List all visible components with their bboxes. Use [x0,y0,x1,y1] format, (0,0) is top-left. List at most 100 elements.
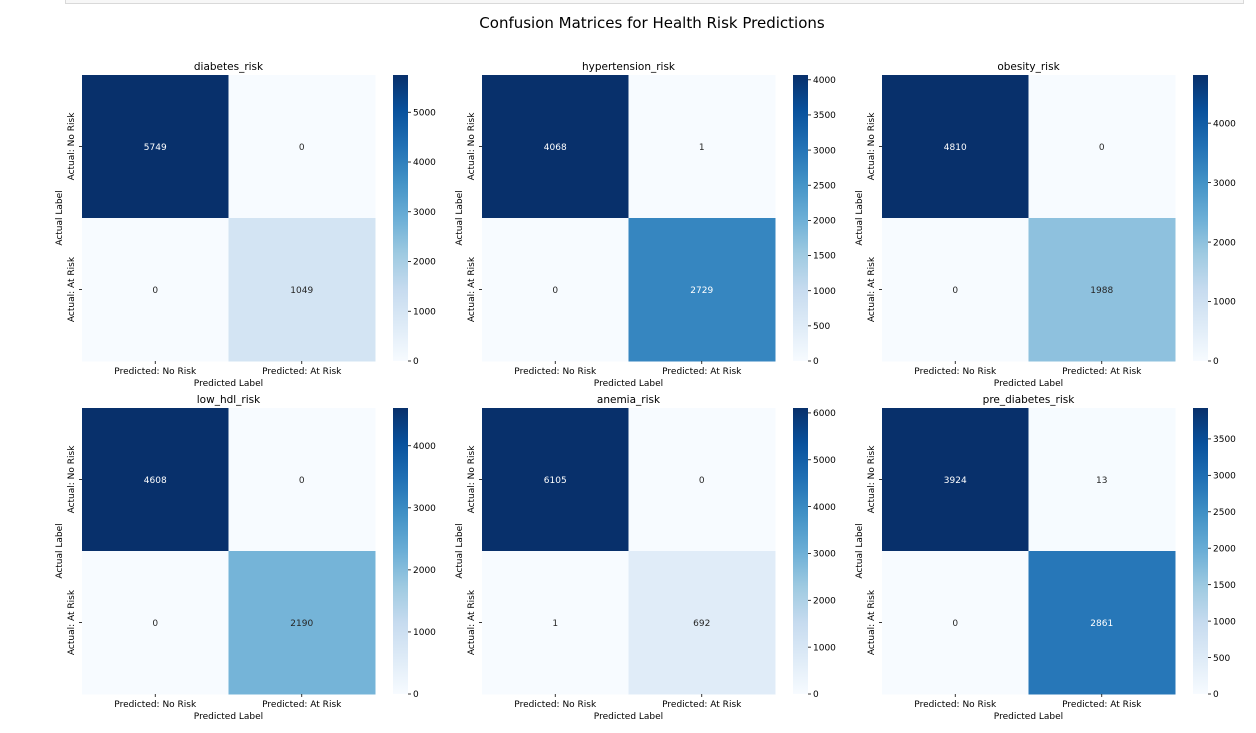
x-tick-label: Predicted: No Risk [514,367,597,377]
cell-value-label: 4608 [144,476,167,486]
confusion-matrix-panel: low_hdl_risk 4608 0 0 2190 Predicted: No Risk… [55,394,436,722]
cell-value-label: 0 [552,286,558,296]
y-axis-label: Actual Label [55,190,65,245]
colorbar-tick-label: 0 [413,690,419,700]
x-tick-label: Predicted: At Risk [662,700,742,710]
heatmap-cell [882,75,1029,219]
colorbar-tick-label: 3000 [813,550,836,560]
heatmap-cell [628,218,776,362]
confusion-matrix-panel: hypertension_risk 4068 1 0 2729 Predicted: No… [455,61,836,389]
colorbar-tick-label: 2000 [1213,544,1236,554]
heatmap-cell [228,551,376,695]
y-tick-label: Actual: No Risk [867,112,877,181]
cell-value-label: 0 [299,143,305,153]
colorbar-tick-label: 3500 [1213,435,1236,445]
colorbar-tick-label: 1000 [813,643,836,653]
y-tick-label: Actual: At Risk [867,256,877,322]
y-tick-label: Actual: No Risk [467,112,477,181]
cell-value-label: 0 [152,286,158,296]
x-axis-label: Predicted Label [194,712,263,722]
y-axis-label: Actual Label [455,523,465,578]
colorbar-tick-label: 3000 [413,504,436,514]
x-axis-label: Predicted Label [994,379,1063,389]
colorbar-tick-label: 1000 [1213,298,1236,308]
colorbar-tick-label: 500 [813,322,830,332]
x-tick-label: Predicted: No Risk [114,367,197,377]
heatmap-cell [1028,551,1176,695]
colorbar-tick-label: 3000 [1213,472,1236,482]
heatmap-cell [482,75,629,219]
colorbar [793,75,808,361]
cell-value-label: 6105 [544,476,567,486]
y-tick-label: Actual: No Risk [67,112,77,181]
x-tick-label: Predicted: No Risk [914,700,997,710]
colorbar-tick-label: 1000 [413,628,436,638]
colorbar [1193,75,1208,361]
cell-value-label: 2190 [290,619,313,629]
colorbar-tick-label: 4000 [1213,119,1236,129]
cell-value-label: 0 [699,476,705,486]
colorbar-tick-label: 1000 [1213,617,1236,627]
cell-value-label: 1 [699,143,705,153]
colorbar-tick-label: 1000 [813,287,836,297]
heatmap-cell [1028,218,1176,362]
x-tick-label: Predicted: No Risk [114,700,197,710]
y-tick-label: Actual: At Risk [67,589,77,655]
cell-value-label: 4810 [944,143,967,153]
panel-title: pre_diabetes_risk [983,394,1076,406]
colorbar-tick-label: 5000 [413,108,436,118]
heatmap-cell [482,408,629,552]
panel-title: diabetes_risk [194,61,264,73]
x-tick-label: Predicted: No Risk [514,700,597,710]
colorbar-tick-label: 0 [813,357,819,367]
heatmap-cell [482,218,629,362]
cell-value-label: 0 [952,619,958,629]
x-tick-label: Predicted: At Risk [262,700,342,710]
heatmap-cell [82,408,229,552]
colorbar-tick-label: 4000 [413,442,436,452]
x-tick-label: Predicted: No Risk [914,367,997,377]
heatmap-cell [1028,75,1176,219]
confusion-matrix-panel: obesity_risk 4810 0 0 1988 Predicted: No Risk… [855,61,1236,389]
cell-value-label: 1988 [1090,286,1113,296]
heatmap-cell [882,408,1029,552]
colorbar-tick-label: 500 [1213,654,1230,664]
colorbar-tick-label: 2500 [1213,508,1236,518]
heatmap-cell [82,75,229,219]
colorbar-tick-label: 4000 [813,503,836,513]
cell-value-label: 692 [693,619,710,629]
colorbar [393,75,408,361]
colorbar-tick-label: 0 [1213,690,1219,700]
heatmap-cell [628,408,776,552]
confusion-matrix-panel: pre_diabetes_risk 3924 13 0 2861 Predicted: N… [855,394,1236,722]
heatmap-cell [228,75,376,219]
heatmap-cell [628,551,776,695]
cell-value-label: 1 [552,619,558,629]
y-axis-label: Actual Label [855,190,865,245]
cell-value-label: 0 [1099,143,1105,153]
heatmap-cell [228,218,376,362]
colorbar-tick-label: 2000 [413,258,436,268]
cell-value-label: 0 [952,286,958,296]
panel-title: low_hdl_risk [197,394,261,406]
y-tick-label: Actual: At Risk [867,589,877,655]
window-top-edge [65,0,1244,4]
heatmap-cell [882,551,1029,695]
y-tick-label: Actual: At Risk [467,256,477,322]
y-tick-label: Actual: No Risk [867,445,877,514]
colorbar-tick-label: 1500 [813,252,836,262]
heatmap-cell [82,551,229,695]
colorbar [793,408,808,694]
colorbar-tick-label: 2000 [413,566,436,576]
colorbar-tick-label: 4000 [413,158,436,168]
x-tick-label: Predicted: At Risk [662,367,742,377]
colorbar-tick-label: 5000 [813,456,836,466]
colorbar-tick-label: 4000 [813,76,836,86]
cell-value-label: 3924 [944,476,967,486]
figure-title: Confusion Matrices for Health Risk Predi… [479,14,825,32]
x-tick-label: Predicted: At Risk [1062,700,1142,710]
colorbar-tick-label: 2000 [813,217,836,227]
x-tick-label: Predicted: At Risk [1062,367,1142,377]
heatmap-cell [228,408,376,552]
